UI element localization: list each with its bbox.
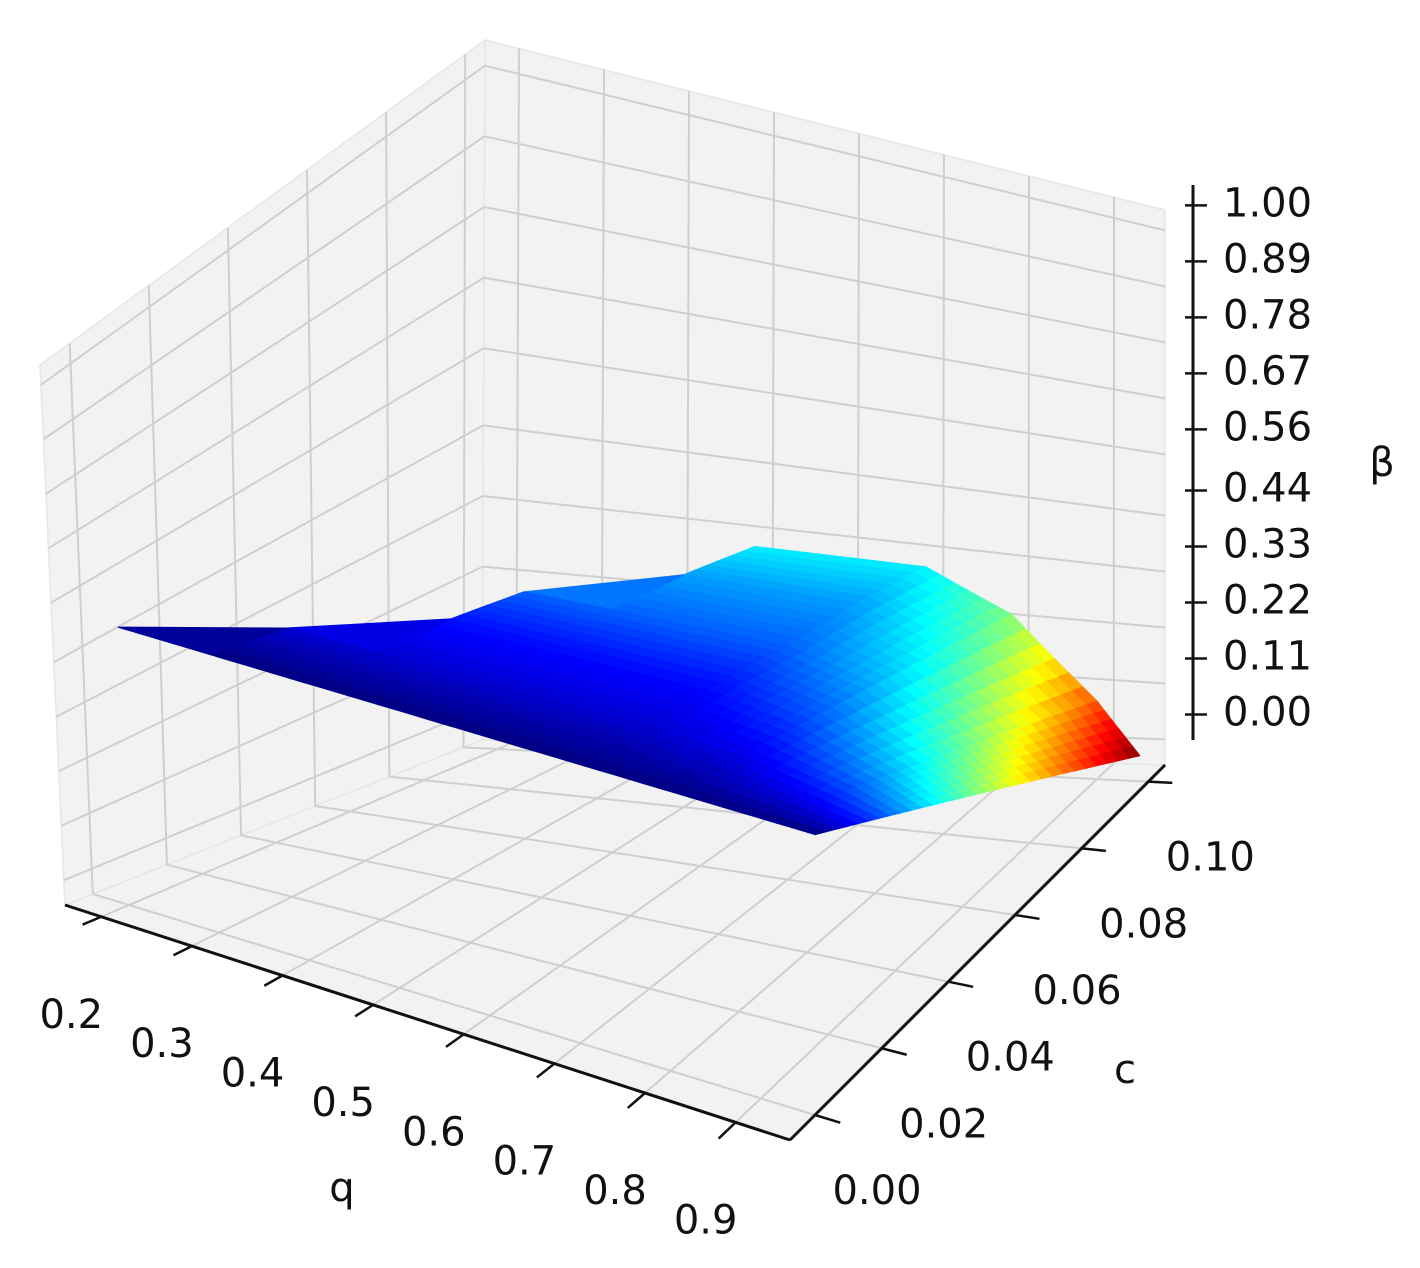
x-axis-label: q	[329, 1165, 354, 1211]
surface	[117, 545, 1141, 836]
grid-line	[50, 347, 485, 604]
grid-line	[92, 893, 816, 1116]
x-tick	[717, 1121, 737, 1140]
grid-line	[68, 343, 94, 895]
grid-line	[147, 285, 168, 865]
x-tick-label: 0.6	[402, 1109, 466, 1155]
x-tick-label: 0.3	[130, 1021, 194, 1067]
grid-line	[484, 205, 1166, 344]
grid-line	[482, 494, 1166, 573]
grid-line	[45, 206, 485, 495]
z-tick-label: 0.11	[1223, 634, 1312, 680]
grid-line	[389, 775, 1082, 850]
grid-line	[226, 227, 243, 836]
y-tick	[814, 1113, 841, 1124]
x-tick-label: 0.7	[493, 1139, 557, 1185]
x-tick-label: 0.4	[221, 1051, 285, 1097]
y-tick	[881, 1047, 907, 1056]
z-tick-label: 1.00	[1223, 180, 1312, 226]
y-axis-line	[788, 763, 1167, 1142]
surface-patch	[806, 828, 827, 836]
y-tick	[1081, 847, 1107, 853]
x-tick	[263, 974, 284, 987]
grid-line	[306, 169, 317, 807]
axes: 0.2 0.3 0.4 0.5 0.6 0.7 0.8 0.9 0.00 0.02 0.04 0.06…	[39, 180, 1312, 1243]
grid-line	[483, 424, 1166, 517]
grid-line	[40, 64, 486, 386]
z-tick-label: 0.44	[1223, 466, 1312, 512]
y-tick-label: 0.02	[899, 1101, 988, 1147]
z-tick-label: 0.89	[1223, 236, 1312, 282]
grid-line	[240, 834, 949, 983]
z-tick-label: 0.67	[1223, 348, 1312, 394]
x-tick-label: 0.8	[583, 1168, 647, 1214]
z-axis-label: β	[1369, 440, 1395, 486]
grid-line	[47, 276, 485, 550]
y-axis-label: c	[1114, 1047, 1136, 1093]
grid-line	[483, 347, 1166, 456]
grid-line	[100, 740, 517, 918]
x-tick	[536, 1062, 556, 1079]
y-tick-label: 0.06	[1032, 968, 1121, 1014]
x-axis-line	[64, 903, 791, 1142]
grid-line	[282, 746, 688, 977]
z-tick-label: 0.33	[1223, 522, 1312, 568]
grid-line	[53, 424, 484, 664]
x-tick	[82, 915, 102, 926]
z-tick-label: 0.56	[1223, 404, 1312, 450]
grid-line	[644, 759, 1030, 1094]
x-tick	[172, 945, 193, 957]
grid-line	[734, 762, 1115, 1124]
z-tick-label: 0.22	[1223, 578, 1312, 624]
y-tick-label: 0.08	[1099, 901, 1188, 947]
x-tick	[626, 1092, 646, 1109]
z-tick-label: 0.00	[1223, 690, 1312, 736]
grid-line	[42, 135, 486, 441]
y-tick-label: 0.10	[1166, 835, 1255, 881]
x-tick-label: 0.2	[39, 992, 103, 1038]
grid-line	[483, 276, 1166, 400]
grid-line	[484, 64, 1166, 232]
y-tick	[1148, 780, 1173, 785]
y-tick	[948, 980, 974, 989]
x-tick	[445, 1033, 465, 1048]
y-tick-label: 0.00	[832, 1168, 921, 1214]
y-tick	[1014, 913, 1040, 921]
grid-line	[191, 743, 602, 948]
grid-line	[315, 805, 1016, 916]
grid-line	[63, 706, 483, 882]
grid-line	[55, 495, 484, 718]
y-tick-label: 0.04	[966, 1035, 1055, 1081]
grid-line	[484, 135, 1166, 288]
x-tick	[354, 1003, 374, 1018]
x-tick-label: 0.5	[311, 1080, 375, 1126]
x-tick-label: 0.9	[674, 1197, 738, 1243]
z-tick-label: 0.78	[1223, 292, 1312, 338]
grid-line	[166, 863, 882, 1050]
